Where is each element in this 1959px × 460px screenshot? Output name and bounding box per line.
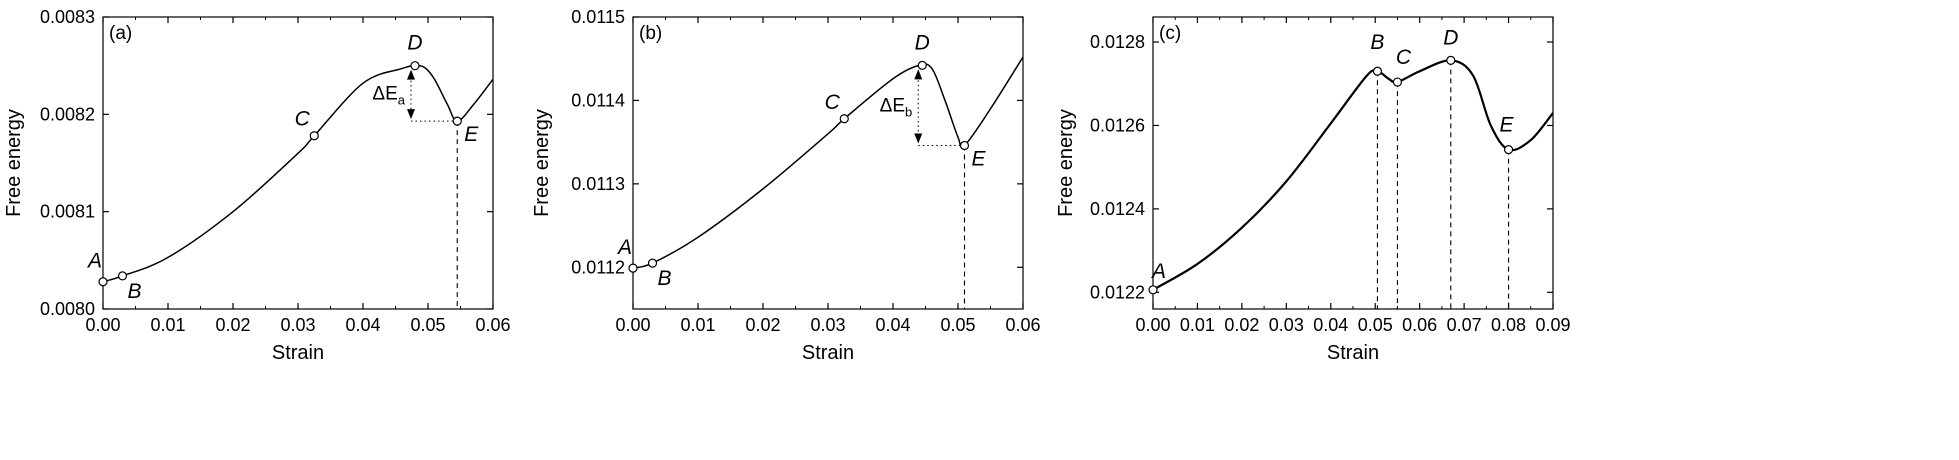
chart-panel-1: 0.00 0.01 0.02 0.03 0.04 0.05 0.06 0.0080 0.0081… [3, 7, 511, 364]
plot-frame [102, 16, 494, 310]
point-marker-c [309, 131, 319, 141]
arrow-up-head [914, 69, 923, 80]
x-axis-label: Strain [802, 342, 854, 364]
x-tick-label: 0.01 [680, 315, 715, 335]
x-tick-label: 0.03 [280, 315, 315, 335]
x-tick-label: 0.04 [345, 315, 380, 335]
x-tick-label: 0.04 [875, 315, 910, 335]
point-label-a: A [86, 250, 102, 273]
x-tick-label: 0.00 [615, 315, 650, 335]
point-label-b: B [657, 267, 671, 290]
point-marker-a [628, 263, 638, 273]
point-label-e: E [1500, 114, 1515, 137]
point-marker-c [1392, 77, 1403, 87]
x-tick-label: 0.01 [150, 315, 185, 335]
y-tick-label: 0.0126 [1090, 115, 1145, 135]
y-axis-label: Free energy [3, 109, 25, 217]
arrow-down-head [407, 109, 415, 120]
arrow-up-head [407, 69, 415, 80]
point-label-e: E [464, 123, 479, 146]
x-axis-label: Strain [272, 342, 324, 364]
point-label-b: B [127, 280, 141, 303]
y-tick-label: 0.0082 [40, 104, 95, 124]
x-tick-label: 0.02 [215, 315, 250, 335]
delta-e-main: ΔE [372, 83, 397, 104]
chart-panel-2: 0.00 0.01 0.02 0.03 0.04 0.05 0.06 0.0112 0.0113… [531, 7, 1041, 364]
delta-e-subscript: a [398, 92, 406, 107]
plot-frame [1152, 16, 1554, 310]
y-tick-label: 0.0128 [1090, 32, 1145, 52]
point-label-a: A [1150, 260, 1166, 283]
y-axis-label: Free energy [1055, 109, 1077, 217]
series-line [103, 64, 493, 283]
chart-panel-3: 0.00 0.01 0.02 0.03 0.04 0.05 0.06 0.07 0.08 0.09… [1055, 16, 1571, 364]
delta-e-main: ΔE [880, 95, 905, 116]
x-tick-label: 0.02 [745, 315, 780, 335]
x-axis-label: Strain [1327, 342, 1379, 364]
x-tick-label: 0.07 [1447, 315, 1482, 335]
x-tick-label: 0.03 [1269, 315, 1304, 335]
x-tick-label: 0.08 [1491, 315, 1526, 335]
y-axis-label: Free energy [531, 109, 553, 217]
point-label-d: D [407, 32, 422, 55]
point-marker-b [647, 258, 658, 268]
x-tick-label: 0.02 [1224, 315, 1259, 335]
y-tick-label: 0.0115 [571, 7, 625, 27]
point-label-b: B [1370, 31, 1384, 54]
point-marker-a [1148, 285, 1158, 295]
point-marker-a [98, 277, 108, 287]
x-tick-label: 0.00 [1135, 315, 1170, 335]
x-tick-label: 0.06 [475, 315, 510, 335]
y-tick-label: 0.0083 [40, 7, 95, 27]
x-tick-label: 0.05 [940, 315, 975, 335]
point-marker-d [1446, 55, 1456, 65]
y-tick-label: 0.0113 [571, 174, 625, 194]
point-marker-b [117, 271, 128, 281]
x-tick-label: 0.05 [410, 315, 445, 335]
point-label-c: C [295, 108, 311, 131]
y-tick-label: 0.0114 [571, 90, 625, 110]
x-tick-label: 0.01 [1180, 315, 1215, 335]
delta-e-label: ΔEb [880, 95, 913, 119]
x-tick-label: 0.05 [1358, 315, 1393, 335]
x-tick-label: 0.00 [85, 315, 120, 335]
delta-e-subscript: b [905, 104, 912, 119]
arrow-down-head [914, 133, 923, 144]
y-tick-label: 0.0080 [40, 299, 95, 319]
panel-label: (b) [639, 23, 662, 44]
y-tick-label: 0.0112 [571, 257, 625, 277]
point-label-d: D [1443, 26, 1458, 49]
point-marker-d [410, 61, 420, 71]
panel-label: (a) [109, 23, 132, 44]
y-tick-label: 0.0124 [1090, 199, 1145, 219]
y-tick-label: 0.0081 [40, 202, 95, 222]
x-tick-label: 0.04 [1313, 315, 1348, 335]
point-marker-d [917, 60, 927, 70]
x-tick-label: 0.03 [810, 315, 845, 335]
series-line [1153, 59, 1553, 291]
y-tick-label: 0.0122 [1090, 282, 1145, 302]
point-label-c: C [1396, 46, 1412, 69]
point-marker-e [1503, 145, 1514, 155]
point-marker-c [839, 114, 849, 124]
point-label-c: C [825, 91, 841, 114]
x-tick-label: 0.09 [1535, 315, 1570, 335]
point-label-a: A [616, 236, 632, 259]
point-label-e: E [971, 147, 986, 170]
point-marker-b [1372, 66, 1383, 76]
point-marker-e [452, 116, 462, 126]
delta-e-label: ΔEa [372, 83, 405, 107]
point-marker-e [959, 140, 970, 151]
panel-label: (c) [1159, 23, 1181, 44]
x-tick-label: 0.06 [1005, 315, 1040, 335]
x-tick-label: 0.06 [1402, 315, 1437, 335]
point-label-d: D [915, 31, 930, 54]
